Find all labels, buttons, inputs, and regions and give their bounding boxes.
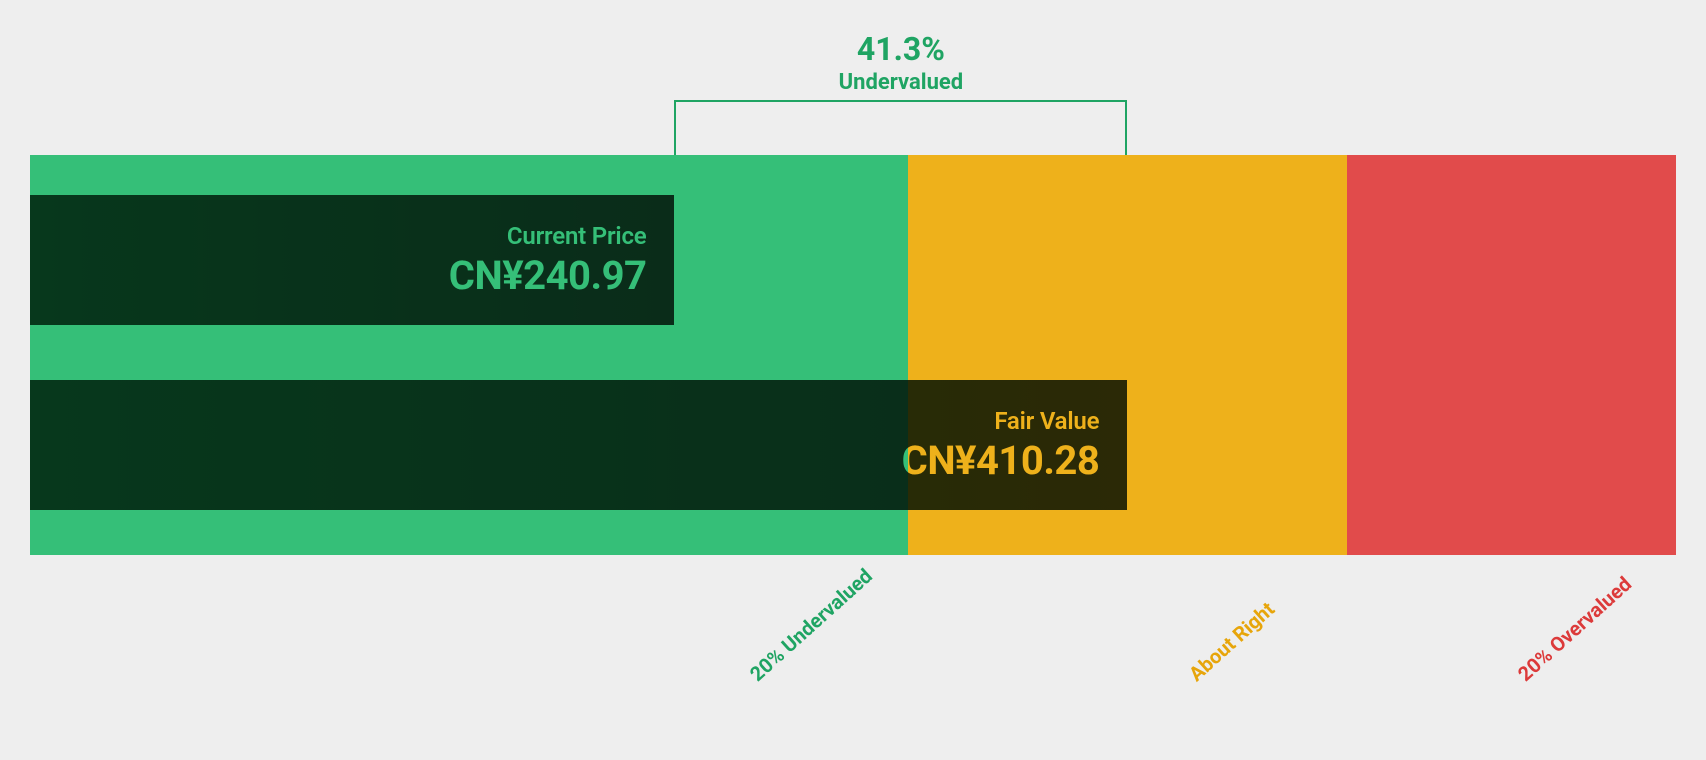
zone-overvalued — [1347, 155, 1676, 555]
bracket — [674, 100, 1127, 155]
current-value: CN¥240.97 — [449, 252, 647, 299]
current-label: Current Price — [449, 222, 647, 250]
current-bar: Current PriceCN¥240.97 — [30, 195, 674, 325]
headline: 41.3%Undervalued — [674, 30, 1127, 95]
headline-percent: 41.3% — [674, 30, 1127, 68]
zone-label-undervalued: 20% Undervalued — [745, 564, 877, 686]
zone-label-overvalued: 20% Overvalued — [1513, 572, 1636, 686]
valuation-chart: Current PriceCN¥240.97 Fair ValueCN¥410.2… — [30, 155, 1676, 555]
zone-label-about_right: About Right — [1184, 597, 1279, 686]
headline-word: Undervalued — [674, 70, 1127, 95]
fair-bar: Fair ValueCN¥410.28 — [30, 380, 1127, 510]
fair-label: Fair Value — [902, 407, 1100, 435]
fair-value: CN¥410.28 — [902, 437, 1100, 484]
